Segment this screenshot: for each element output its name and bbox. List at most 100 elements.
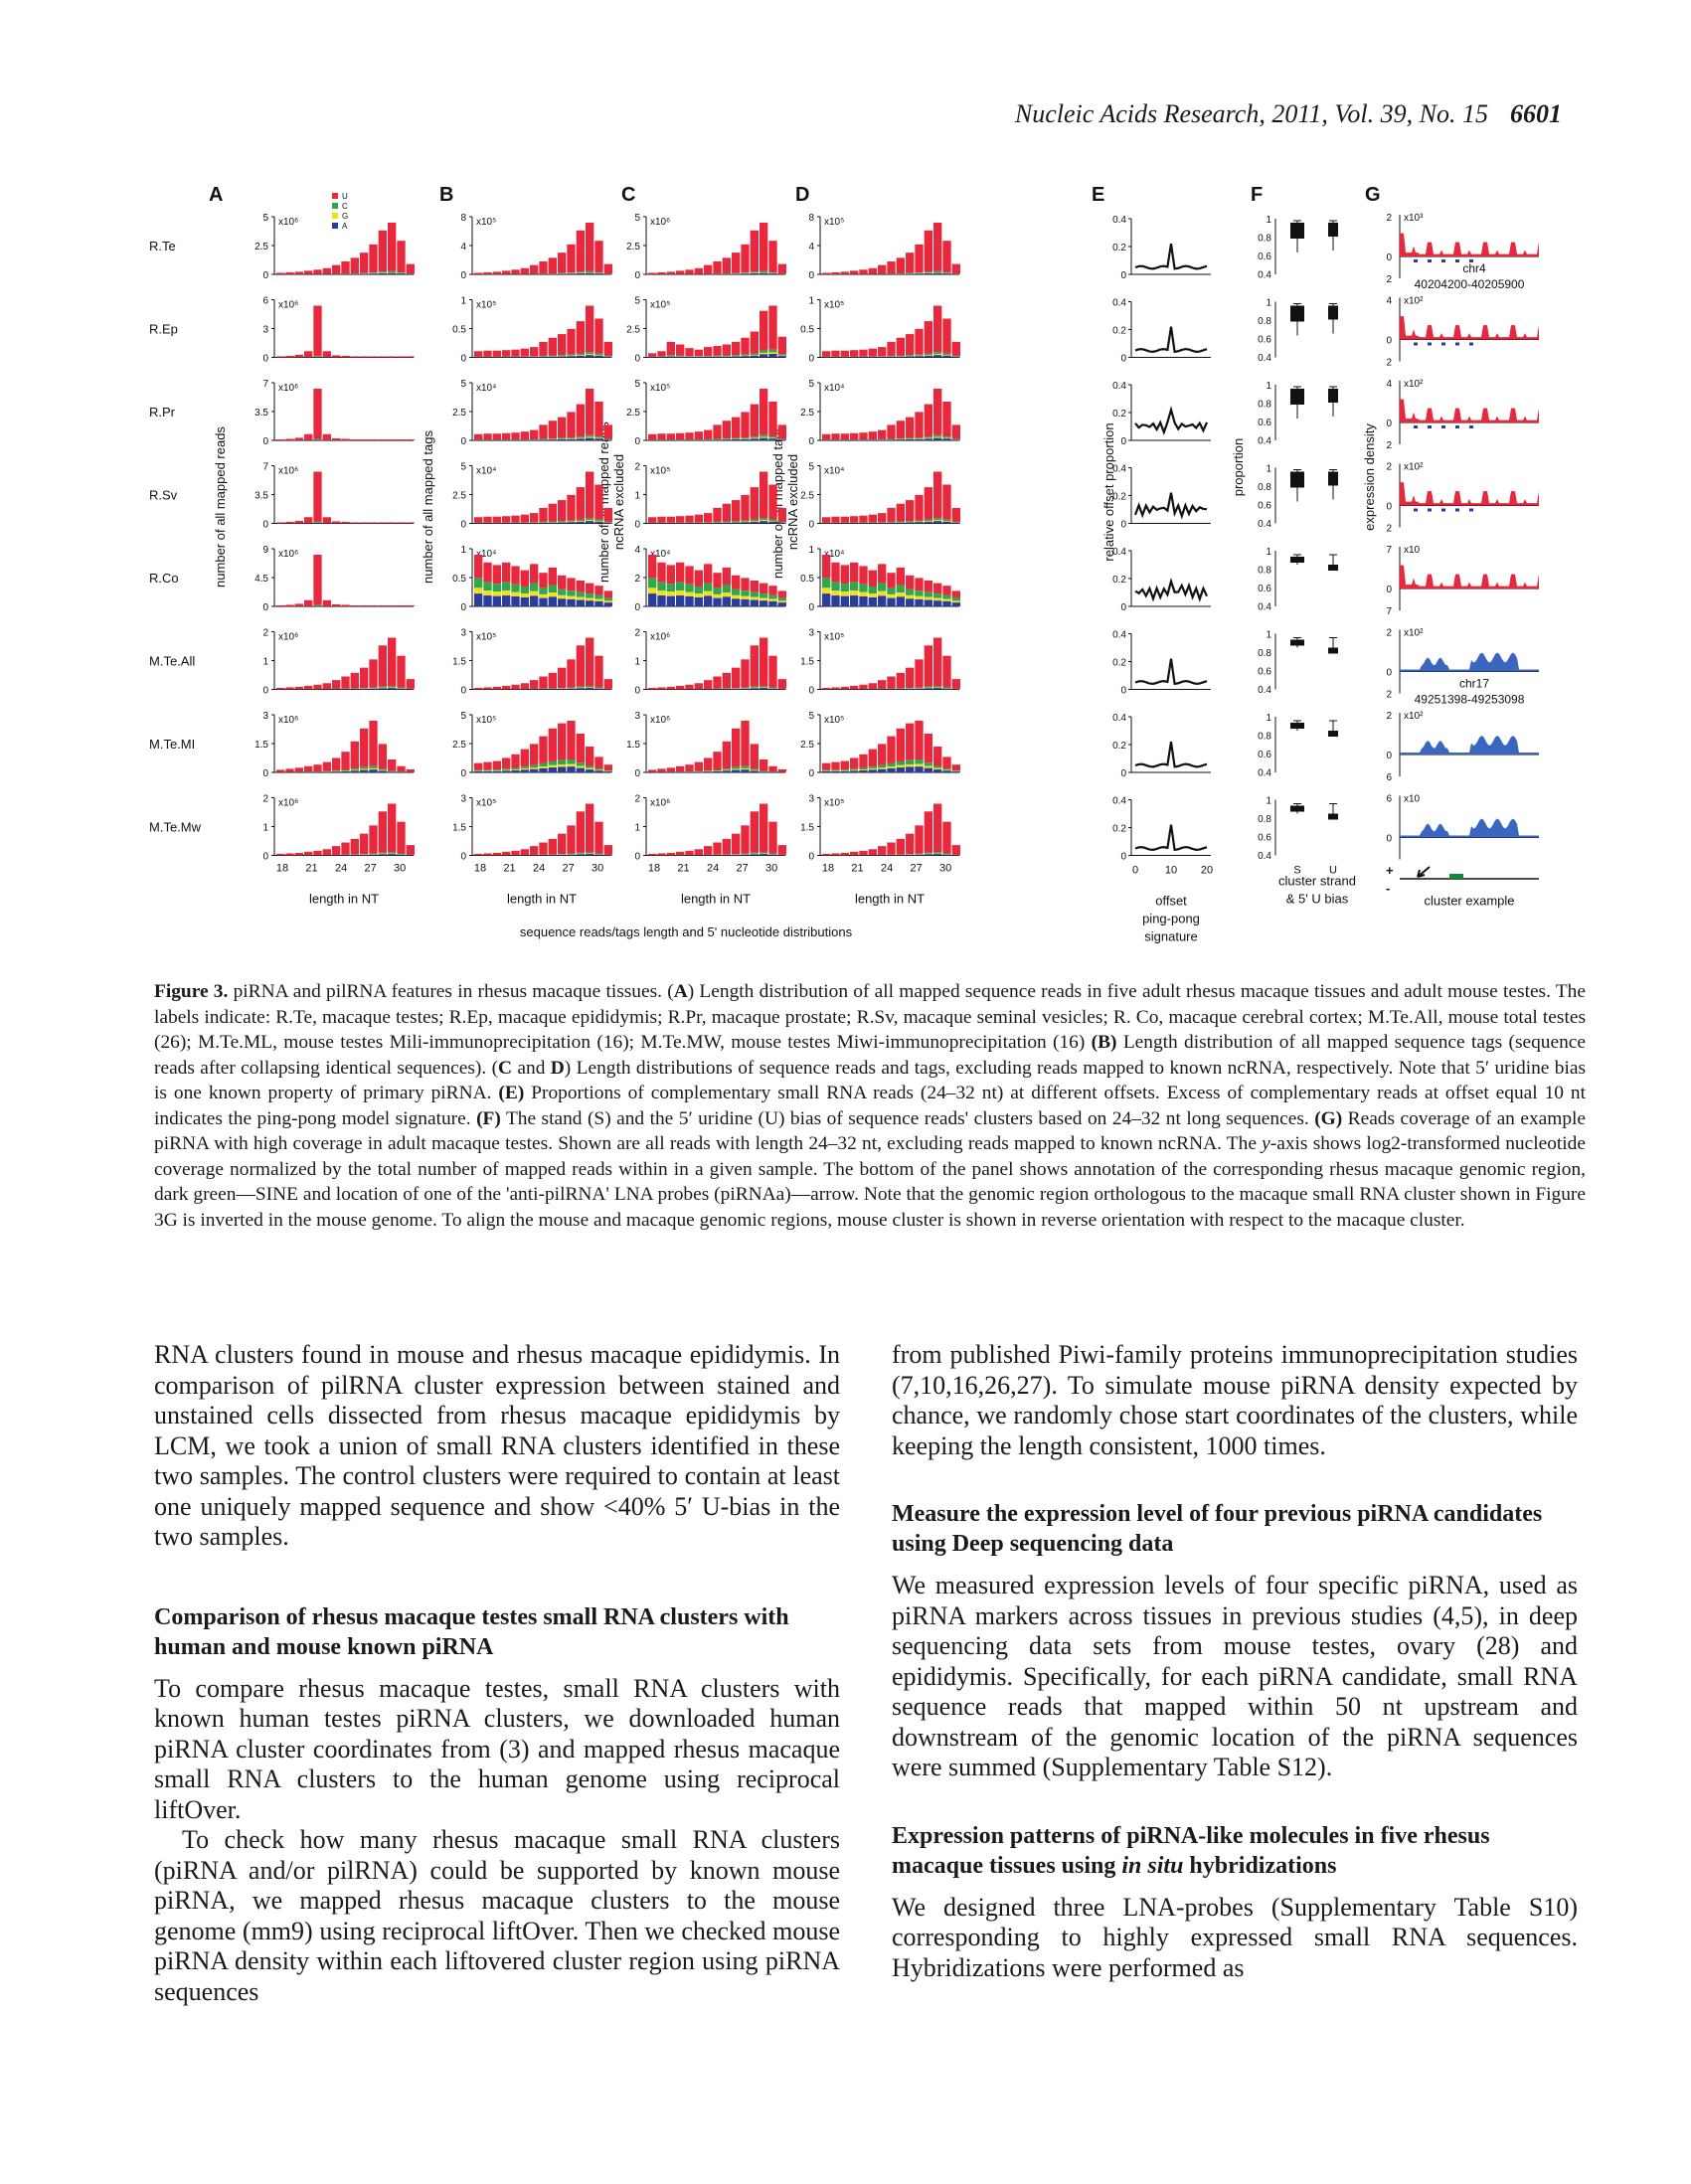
bar-segment-u	[603, 424, 612, 439]
bar	[741, 494, 750, 524]
bar-segment-g	[924, 521, 932, 522]
bar-segment-u	[294, 852, 303, 856]
bar	[378, 811, 387, 856]
row-label: M.Te.All	[149, 654, 195, 669]
bar	[713, 346, 722, 358]
bar-segment-g	[741, 595, 750, 599]
bar-segment-u	[741, 337, 750, 355]
bar-segment-g	[924, 687, 932, 689]
bar-segment-c	[548, 585, 557, 593]
left-column: RNA clusters found in mouse and rhesus m…	[154, 1340, 840, 2007]
bar-segment-u	[369, 659, 378, 688]
bar-segment-a	[388, 688, 397, 690]
y-tick-label: 0.2	[1112, 326, 1126, 337]
bar	[603, 845, 612, 856]
bar-segment-g	[887, 766, 896, 768]
bar-segment-g	[732, 768, 741, 770]
genomic-chrom: chr17	[1459, 677, 1489, 691]
bar-segment-c	[676, 355, 685, 357]
bar-segment-u	[576, 487, 585, 520]
caption-text: ) Length distributions of sequence reads…	[154, 1057, 1586, 1104]
bar-segment-a	[594, 854, 603, 856]
bar-segment-c	[924, 852, 932, 854]
bar	[713, 573, 722, 606]
bar-segment-u	[648, 853, 657, 856]
bar-segment-u	[722, 257, 731, 274]
bar-segment-c	[906, 355, 915, 356]
y-tick-label: 0	[1386, 834, 1392, 845]
y-tick-label: 4.5	[254, 574, 268, 585]
bar-segment-u	[657, 271, 666, 274]
bar-segment-g	[924, 355, 932, 356]
bar-segment-u	[350, 356, 359, 358]
bar-segment-c	[822, 578, 831, 588]
bar-segment-c	[558, 437, 567, 439]
bar-segment-g	[906, 763, 915, 767]
bar-segment-u	[520, 570, 529, 587]
bar-segment-u	[722, 344, 731, 356]
bar-segment-u	[558, 833, 567, 855]
box	[1328, 471, 1338, 486]
bar	[933, 637, 942, 690]
bar-segment-u	[483, 516, 492, 523]
bar-segment-u	[704, 846, 713, 855]
y-tick-label: 0.8	[1258, 482, 1271, 493]
bar	[850, 757, 859, 772]
bar-segment-g	[722, 592, 731, 597]
bar	[322, 683, 331, 690]
bar-segment-u	[694, 683, 703, 690]
bar	[341, 604, 350, 606]
axis-multiplier: x10⁵	[476, 715, 496, 726]
bar-segment-u	[896, 568, 905, 586]
bar-segment-g	[915, 355, 924, 357]
bar	[406, 768, 415, 772]
bar-segment-u	[933, 305, 942, 353]
bar-segment-u	[676, 765, 685, 772]
y-tick-label: 0	[634, 354, 640, 365]
bar-segment-g	[474, 588, 483, 594]
bar-segment-a	[722, 356, 731, 358]
bar-segment-u	[850, 432, 859, 440]
bar-segment-u	[520, 683, 529, 690]
bar-segment-g	[502, 769, 511, 771]
bar-segment-u	[406, 356, 415, 358]
bar-segment-a	[576, 688, 585, 690]
bar-segment-u	[567, 244, 576, 273]
bar-segment-c	[768, 687, 777, 689]
bar-segment-g	[850, 590, 859, 596]
y-tick-label: 0	[634, 520, 640, 531]
bar	[341, 261, 350, 274]
bar-segment-a	[369, 688, 378, 690]
bar-segment-c	[594, 271, 603, 273]
bar-segment-c	[369, 687, 378, 689]
bar-segment-u	[666, 767, 675, 772]
x-tick-label: 27	[911, 863, 923, 875]
bar	[313, 269, 322, 274]
bar-segment-c	[896, 355, 905, 357]
bar-segment-g	[603, 600, 612, 603]
bar-segment-u	[896, 672, 905, 689]
bar-segment-a	[896, 767, 905, 772]
bar-segment-u	[313, 850, 322, 856]
bar-segment-u	[713, 573, 722, 588]
bar-segment-u	[502, 516, 511, 523]
axis-multiplier: x10²	[1404, 628, 1424, 639]
bar-segment-a	[768, 353, 777, 358]
bar	[567, 244, 576, 274]
bar-segment-a	[360, 769, 369, 772]
coverage-area	[1400, 652, 1539, 672]
y-tick-label: 2	[1386, 524, 1392, 535]
bar-segment-c	[576, 436, 585, 438]
bar-segment-u	[511, 850, 520, 856]
bar	[896, 838, 905, 856]
bar	[732, 341, 741, 358]
y-tick-label: 2	[634, 794, 640, 805]
axis-multiplier: x10⁵	[476, 798, 496, 809]
bar-segment-a	[760, 771, 768, 772]
y-tick-label: 0	[262, 354, 268, 365]
bar-segment-a	[951, 522, 960, 524]
bar	[777, 679, 786, 690]
bar	[558, 417, 567, 440]
bar	[777, 845, 786, 856]
bar-segment-c	[567, 354, 576, 356]
